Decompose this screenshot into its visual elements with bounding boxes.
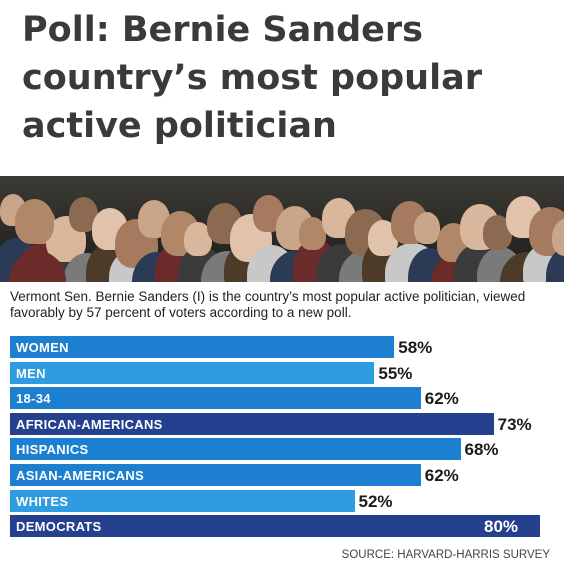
bar: WHITES bbox=[10, 489, 355, 512]
bar: HISPANICS bbox=[10, 438, 461, 461]
crowd-face bbox=[414, 212, 440, 244]
bar-value-label: 55% bbox=[378, 363, 413, 383]
bar-value-label: 52% bbox=[358, 491, 393, 511]
bar-label: WOMEN bbox=[16, 340, 69, 355]
bar-value-label: 68% bbox=[464, 440, 499, 460]
caption: Vermont Sen. Bernie Sanders (I) is the c… bbox=[10, 289, 526, 320]
bar: DEMOCRATS bbox=[10, 515, 540, 538]
bar-label: AFRICAN-AMERICANS bbox=[16, 416, 163, 432]
crowd-face bbox=[299, 217, 326, 250]
bar-label: MEN bbox=[16, 365, 46, 381]
bar-label: ASIAN-AMERICANS bbox=[16, 468, 144, 483]
bar-label: HISPANICS bbox=[16, 442, 89, 458]
crowd-photo bbox=[0, 176, 564, 282]
bar-value-label: 62% bbox=[424, 466, 459, 485]
bar: ASIAN-AMERICANS bbox=[10, 464, 421, 486]
bar: WOMEN bbox=[10, 336, 395, 358]
bar-value-label: 62% bbox=[424, 389, 459, 409]
bar-value-label: 80% bbox=[484, 517, 519, 537]
bar-value-label: 73% bbox=[497, 414, 532, 434]
bar: AFRICAN-AMERICANS bbox=[10, 412, 494, 435]
crowd-face bbox=[552, 218, 564, 256]
source-note: SOURCE: HARVARD-HARRIS SURVEY bbox=[341, 549, 550, 561]
bar-label: WHITES bbox=[16, 493, 69, 509]
bar: 18-34 bbox=[10, 387, 421, 410]
bar-label: 18-34 bbox=[16, 391, 51, 407]
bar-value-label: 58% bbox=[398, 338, 433, 357]
crowd-face bbox=[15, 199, 54, 244]
bar: MEN bbox=[10, 361, 375, 384]
headline: Poll: Bernie Sanders country’s most popu… bbox=[22, 10, 482, 146]
bar-label: DEMOCRATS bbox=[16, 519, 102, 535]
